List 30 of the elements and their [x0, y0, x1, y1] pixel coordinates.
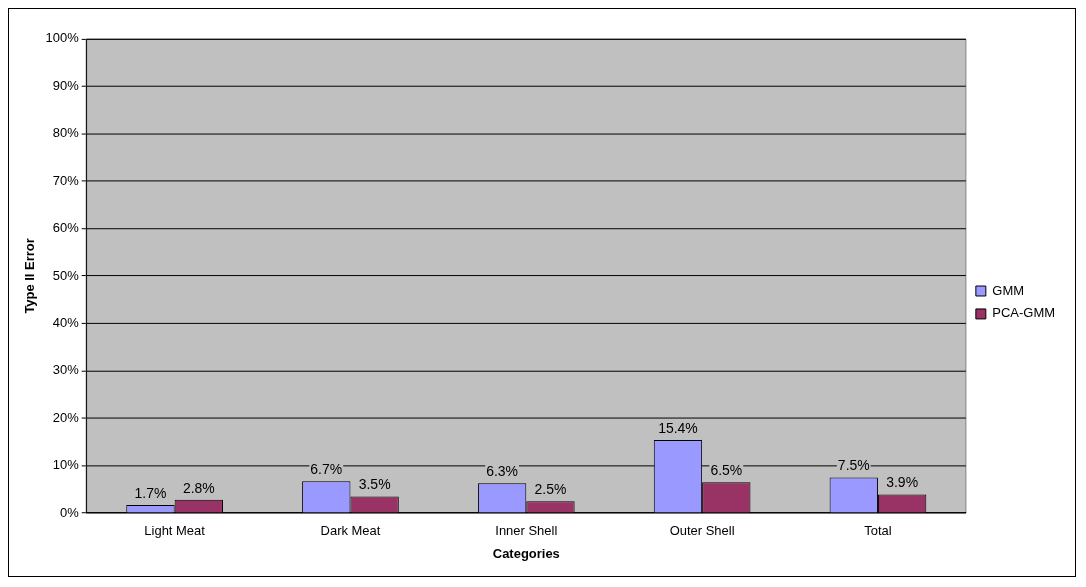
y-axis-title: Type II Error	[22, 238, 38, 314]
data-label: 6.7%	[310, 461, 343, 478]
y-tick-label: 90%	[52, 77, 80, 93]
data-label: 2.8%	[182, 479, 215, 496]
x-axis-title: Categories	[492, 545, 560, 561]
x-tick-label: Total	[864, 523, 892, 539]
x-tick-label: Inner Shell	[495, 523, 558, 539]
legend-label: GMM	[992, 282, 1025, 298]
data-label: 2.5%	[534, 481, 567, 498]
x-tick-label: Outer Shell	[669, 523, 735, 539]
y-tick-label: 50%	[52, 267, 80, 283]
data-label: 15.4%	[658, 419, 698, 436]
x-tick-label: Dark Meat	[320, 523, 381, 539]
data-label: 6.5%	[710, 462, 743, 479]
x-tick-label: Light Meat	[144, 523, 206, 539]
data-label: 3.5%	[358, 476, 391, 493]
y-tick-label: 70%	[52, 172, 80, 188]
y-tick-label: 30%	[52, 362, 80, 378]
legend-label: PCA-GMM	[992, 305, 1055, 321]
y-tick-label: 20%	[52, 409, 80, 425]
data-label: 3.9%	[886, 474, 919, 491]
y-tick-label: 60%	[52, 220, 80, 236]
data-label: 6.3%	[486, 463, 519, 480]
y-tick-label: 10%	[52, 457, 80, 473]
y-tick-label: 100%	[45, 30, 80, 46]
y-tick-label: 80%	[52, 125, 80, 141]
y-tick-label: 0%	[59, 504, 80, 520]
y-tick-label: 40%	[52, 314, 80, 330]
data-label: 1.7%	[134, 484, 167, 501]
data-label: 7.5%	[837, 457, 870, 474]
